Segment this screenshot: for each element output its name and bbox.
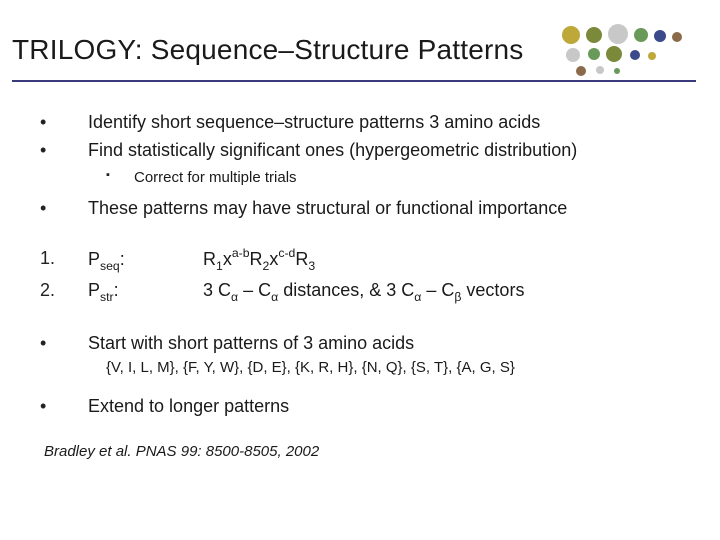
bullet-text: Start with short patterns of 3 amino aci…	[88, 331, 686, 355]
expr-sub: α	[271, 290, 278, 304]
expr-x: x	[269, 249, 278, 269]
definition-content: Pstr: 3 Cα – Cα distances, & 3 Cα – Cβ v…	[88, 278, 686, 305]
bullet-mark: •	[40, 394, 88, 418]
slide-container: TRILOGY: Sequence–Structure Patterns • I…	[0, 0, 720, 540]
bullet-mark: •	[40, 331, 88, 355]
amino-acid-sets: {V, I, L, M}, {F, Y, W}, {D, E}, {K, R, …	[106, 359, 686, 376]
bullet-row: • Identify short sequence–structure patt…	[40, 110, 686, 134]
expr-sup: c-d	[278, 246, 295, 260]
expr-sub: 3	[308, 259, 315, 273]
bullet-row: • Start with short patterns of 3 amino a…	[40, 331, 686, 355]
sub-bullet-text: Correct for multiple trials	[134, 167, 297, 188]
title-underline	[12, 80, 696, 82]
bullet-mark: •	[40, 196, 88, 220]
bullet-text: Extend to longer patterns	[88, 394, 686, 418]
list-number: 2.	[40, 278, 88, 302]
label-colon: :	[120, 249, 125, 269]
expr-sup: a-b	[232, 246, 250, 260]
expr-sub: α	[231, 290, 238, 304]
title-row: TRILOGY: Sequence–Structure Patterns	[12, 24, 696, 76]
expr-sub: α	[414, 290, 421, 304]
expr-r: R	[250, 249, 263, 269]
expr-text: 3 C	[203, 280, 231, 300]
definition-label: Pstr:	[88, 278, 198, 305]
sub-bullet-mark: ▪	[106, 167, 134, 185]
bullet-text: These patterns may have structural or fu…	[88, 196, 686, 220]
bullet-mark: •	[40, 138, 88, 162]
expr-sub: β	[454, 290, 461, 304]
expr-text: distances, & 3 C	[278, 280, 414, 300]
bullet-text: Identify short sequence–structure patter…	[88, 110, 686, 134]
definition-expression: 3 Cα – Cα distances, & 3 Cα – Cβ vectors	[203, 280, 524, 300]
bullet-row: • Extend to longer patterns	[40, 394, 686, 418]
label-p: P	[88, 249, 100, 269]
list-number: 1.	[40, 246, 88, 270]
bullet-mark: •	[40, 110, 88, 134]
label-sub: str	[100, 290, 114, 304]
expr-x: x	[223, 249, 232, 269]
corner-dots-decoration	[556, 24, 696, 76]
sub-bullet-row: ▪ Correct for multiple trials	[106, 167, 686, 188]
definition-row: 2. Pstr: 3 Cα – Cα distances, & 3 Cα – C…	[40, 278, 686, 305]
definition-row: 1. Pseq: R1xa-bR2xc-dR3	[40, 246, 686, 274]
bullet-row: • Find statistically significant ones (h…	[40, 138, 686, 162]
content-area: • Identify short sequence–structure patt…	[12, 110, 696, 460]
label-p: P	[88, 280, 100, 300]
slide-title: TRILOGY: Sequence–Structure Patterns	[12, 34, 556, 66]
definition-label: Pseq:	[88, 247, 198, 274]
expr-sub: 1	[216, 259, 223, 273]
citation-text: Bradley et al. PNAS 99: 8500-8505, 2002	[44, 443, 686, 460]
label-sub: seq	[100, 259, 120, 273]
bullet-row: • These patterns may have structural or …	[40, 196, 686, 220]
label-colon: :	[114, 280, 119, 300]
definition-expression: R1xa-bR2xc-dR3	[203, 249, 315, 269]
bullet-text: Find statistically significant ones (hyp…	[88, 138, 686, 162]
expr-text: – C	[238, 280, 271, 300]
expr-text: vectors	[461, 280, 524, 300]
expr-r: R	[295, 249, 308, 269]
expr-r: R	[203, 249, 216, 269]
expr-text: – C	[421, 280, 454, 300]
definition-content: Pseq: R1xa-bR2xc-dR3	[88, 246, 686, 274]
expr-sub: 2	[263, 259, 270, 273]
